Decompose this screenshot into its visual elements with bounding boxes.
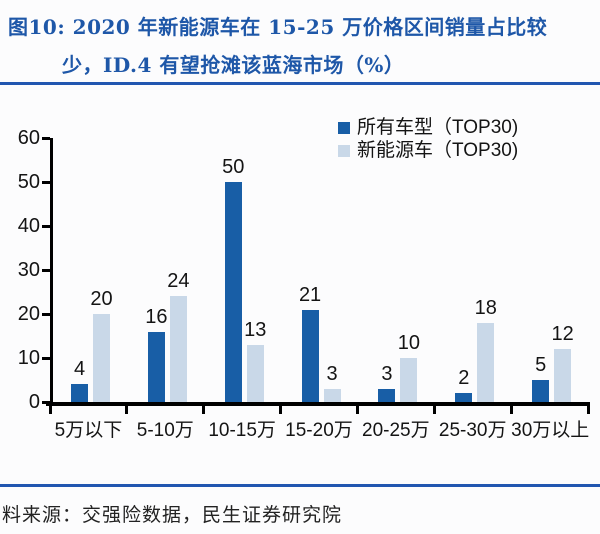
- source-note: 料来源：交强险数据，民生证券研究院: [2, 504, 343, 526]
- title-divider: [0, 82, 600, 85]
- bar-value-label: 2: [458, 367, 470, 390]
- y-axis-tick: [42, 401, 50, 404]
- bar: [455, 393, 473, 402]
- bar: [378, 388, 396, 402]
- bar-value-label: 24: [167, 270, 190, 293]
- x-axis-tick: [509, 406, 513, 414]
- bar-value-label: 20: [90, 288, 113, 310]
- legend-item: 所有车型（TOP30): [338, 116, 518, 139]
- x-axis-category-label: 25-30万: [438, 420, 507, 441]
- figure-title-line1: 图10: 2020 年新能源车在 15-25 万价格区间销量占比较: [8, 15, 548, 39]
- figure-title-line2: 少，ID.4 有望抢滩该蓝海市场（%）: [62, 53, 405, 77]
- bar: [477, 322, 495, 402]
- bar: [400, 358, 418, 402]
- bar-value-label: 21: [298, 283, 322, 306]
- bar: [71, 384, 88, 402]
- x-axis-tick: [125, 406, 129, 414]
- bar-value-label: 50: [222, 156, 245, 178]
- y-axis-tick-label: 0: [28, 391, 40, 413]
- y-axis-tick: [42, 225, 50, 228]
- footer-divider: [0, 484, 600, 487]
- chart-legend: 所有车型（TOP30) 新能源车（TOP30): [338, 116, 518, 162]
- x-axis-tick: [202, 406, 206, 414]
- y-axis-tick: [42, 357, 50, 360]
- x-axis-category-label: 5万以下: [54, 420, 123, 441]
- legend-label: 所有车型（TOP30): [357, 117, 519, 138]
- y-axis-tick-label: 20: [17, 303, 40, 325]
- bar: [554, 349, 572, 402]
- y-axis-line: [50, 138, 53, 406]
- y-axis-tick: [42, 269, 50, 272]
- y-axis-tick-label: 30: [17, 259, 40, 281]
- y-axis-tick-label: 40: [17, 215, 40, 237]
- x-axis-category-label: 15-20万: [285, 420, 353, 441]
- bar-value-label: 10: [397, 332, 421, 354]
- y-axis-tick-label: 10: [17, 347, 40, 369]
- bar: [169, 296, 187, 402]
- bar: [224, 182, 242, 402]
- y-axis-tick-label: 60: [17, 127, 40, 149]
- x-axis-category-label: 30万以上: [511, 420, 590, 441]
- bar: [93, 314, 110, 402]
- bar-value-label: 12: [551, 323, 574, 346]
- y-axis-tick: [42, 313, 50, 316]
- x-axis-tick: [48, 406, 52, 414]
- legend-item: 新能源车（TOP30): [338, 139, 518, 162]
- bar-value-label: 3: [326, 362, 338, 385]
- bar-value-label: 4: [73, 358, 86, 381]
- x-axis-tick: [355, 406, 359, 414]
- bar-value-label: 18: [474, 296, 497, 319]
- bar: [532, 380, 550, 402]
- bar: [147, 331, 165, 402]
- x-axis-tick: [432, 406, 436, 414]
- bar: [301, 309, 319, 402]
- legend-marker-icon: [338, 121, 350, 134]
- bar-value-label: 5: [535, 354, 547, 376]
- bar-value-label: 16: [145, 305, 168, 328]
- bar: [323, 388, 341, 402]
- x-axis-tick: [279, 406, 283, 414]
- x-axis-line: [46, 402, 590, 406]
- x-axis-category-label: 5-10万: [136, 420, 194, 441]
- x-axis-category-label: 10-15万: [208, 420, 276, 441]
- legend-label: 新能源车（TOP30): [357, 140, 519, 161]
- x-axis-tick: [586, 406, 590, 414]
- y-axis-tick-label: 50: [17, 171, 40, 193]
- y-axis-tick: [42, 137, 50, 140]
- legend-marker-icon: [338, 144, 350, 157]
- bar: [246, 344, 264, 402]
- y-axis-tick: [42, 181, 50, 184]
- bar-value-label: 3: [381, 362, 393, 385]
- x-axis-category-label: 20-25万: [362, 420, 430, 441]
- bar-value-label: 13: [244, 318, 267, 341]
